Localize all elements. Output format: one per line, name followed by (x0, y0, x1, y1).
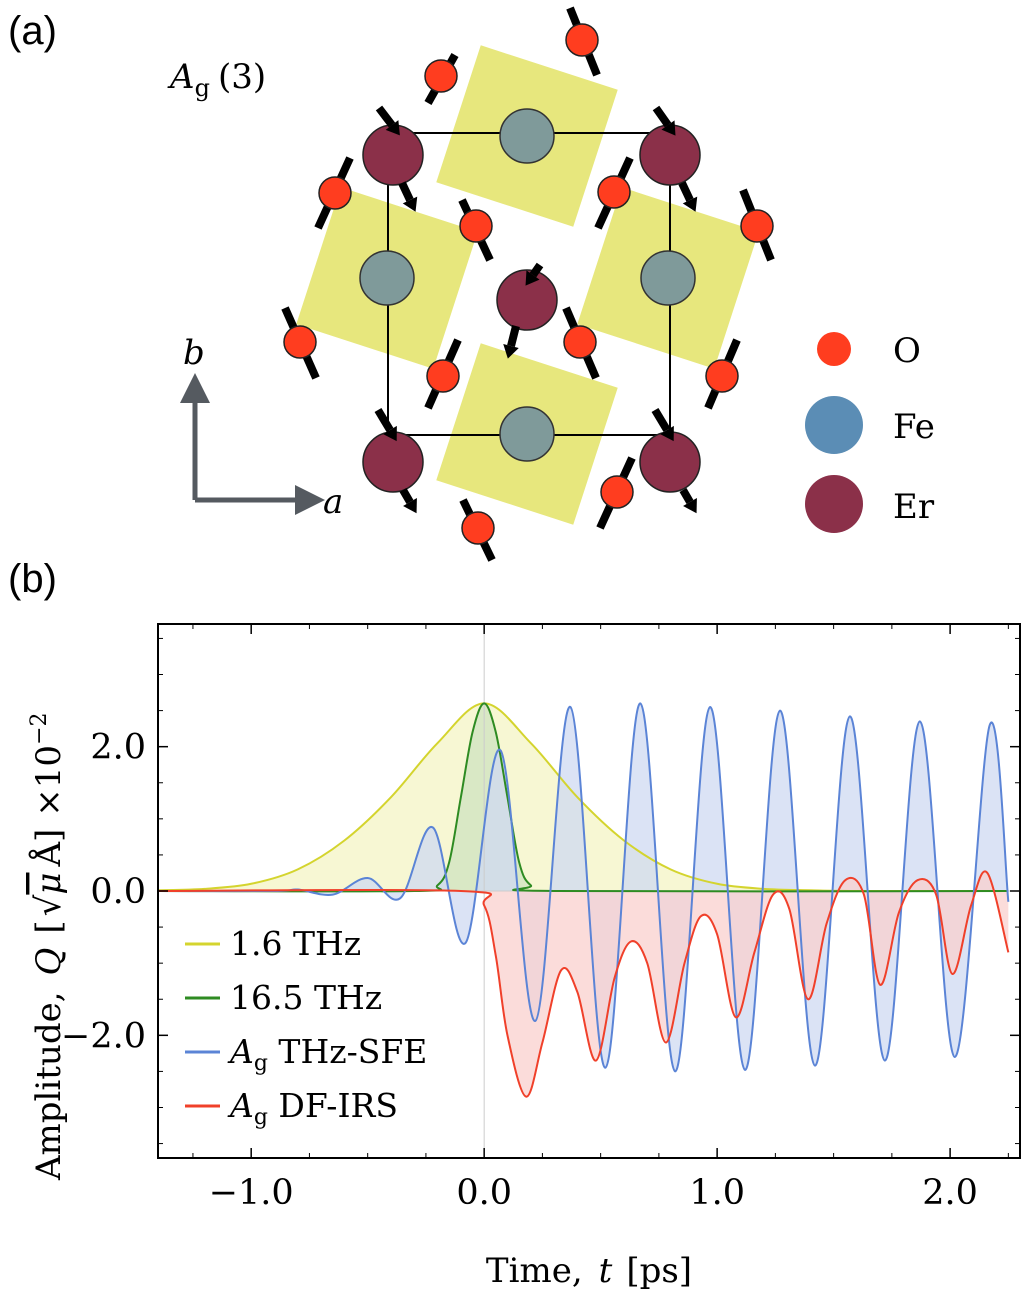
series-ag-df-irs-fill (158, 871, 1009, 1097)
displacement-arrow (651, 407, 671, 433)
arrow-head (503, 344, 519, 359)
fe-atom (640, 250, 696, 306)
o-atom (705, 359, 739, 393)
arrow-head (682, 196, 698, 212)
er-atom (639, 431, 701, 493)
o-atom (597, 175, 631, 209)
lattice-axes: b a (180, 333, 343, 522)
arrow-head (660, 425, 674, 442)
y-axis-title: Amplitude,Q[√μÅ]×10−2 (27, 712, 69, 1181)
x-tick-label: 1.0 (689, 1173, 745, 1213)
displacement-arrow (679, 487, 694, 505)
legend-fe-label: Fe (893, 407, 935, 447)
o-atom (461, 511, 495, 545)
x-tick-label: 2.0 (922, 1173, 978, 1213)
series-16p5-thz-line (157, 702, 1009, 893)
x-tick-label: −1.0 (209, 1173, 294, 1213)
b-axis-label: b (183, 333, 205, 373)
legend-fe-marker (805, 396, 863, 454)
mode-label: Ag (3) (167, 57, 266, 102)
legend-er-marker (805, 475, 863, 533)
er-atom (639, 124, 701, 186)
displacement-arrow (375, 105, 396, 128)
x-axis-title: Time, t [ps] (486, 1251, 692, 1291)
chart-legend: 1.6 THz 16.5 THz Ag THz-SFE Ag DF-IRS (185, 924, 427, 1130)
y-tick-label: −2.0 (61, 1016, 146, 1056)
o-atom (318, 176, 352, 210)
er-atom (362, 124, 424, 186)
arrow-head (525, 270, 540, 286)
y-tick-label: 2.0 (90, 728, 146, 768)
displacement-arrow (507, 325, 520, 347)
displacement-arrow (374, 407, 394, 433)
o-atom (740, 209, 774, 243)
legend-er-label: Er (893, 487, 935, 527)
displacement-arrow (399, 487, 414, 505)
arrow-head (383, 425, 397, 442)
o-atom (283, 325, 317, 359)
mode-label-sub: g (195, 74, 210, 102)
displacement-arrow (652, 105, 672, 128)
legend-o-marker (817, 332, 851, 366)
a-axis-label: a (323, 482, 343, 522)
series-fills (158, 703, 1009, 1097)
o-atom (600, 475, 634, 509)
atom-legend: O Fe Er (805, 331, 935, 533)
series-1p6-thz-fill (158, 703, 1009, 892)
y-axis-title-text: Amplitude,Q[√μÅ]×10−2 (27, 712, 69, 1181)
displacement-arrow (529, 262, 544, 278)
mode-label-index: (3) (218, 57, 266, 97)
fe-atom (499, 406, 555, 462)
o-atom (459, 209, 493, 243)
displacement-arrow (398, 181, 414, 202)
series-ag-df-irs-line (157, 870, 1010, 1098)
arrow-head (385, 120, 400, 136)
series-ag-thz-sfe-fill (158, 703, 1009, 1072)
o-atom (426, 359, 460, 393)
x-tick-label: 0.0 (456, 1173, 512, 1213)
y-tick-label: 0.0 (90, 872, 146, 912)
crystal-structure (281, 6, 775, 562)
legend-label-1p6: 1.6 THz (230, 924, 361, 963)
arrow-head (403, 497, 417, 514)
axis-ticks: −1.0 0.0 1.0 2.0 −2.0 0.0 2.0 (61, 624, 1020, 1213)
legend-o-label: O (893, 331, 921, 371)
legend-label-16p5: 16.5 THz (230, 978, 382, 1017)
amplitude-chart: −1.0 0.0 1.0 2.0 −2.0 0.0 2.0 1.6 THz 16.5 THz… (27, 623, 1021, 1291)
er-atom (362, 431, 424, 493)
displacement-arrow (678, 181, 694, 202)
legend-label-irs: Ag DF-IRS (227, 1086, 398, 1130)
er-atom (496, 269, 558, 331)
mode-label-main: A (167, 57, 195, 97)
panel-a-label: (a) (8, 9, 57, 53)
arrow-head (402, 196, 418, 212)
series-ag-thz-sfe-line (157, 702, 1010, 1073)
o-atom (424, 59, 458, 93)
fe-atom (499, 108, 555, 164)
o-atom (565, 23, 599, 57)
panel-b-label: (b) (8, 557, 57, 601)
arrow-head (683, 497, 697, 514)
arrow-head (661, 120, 676, 136)
o-atom (563, 325, 597, 359)
legend-label-sfe: Ag THz-SFE (227, 1032, 427, 1076)
fe-atom (359, 250, 415, 306)
series-lines (157, 702, 1010, 1098)
